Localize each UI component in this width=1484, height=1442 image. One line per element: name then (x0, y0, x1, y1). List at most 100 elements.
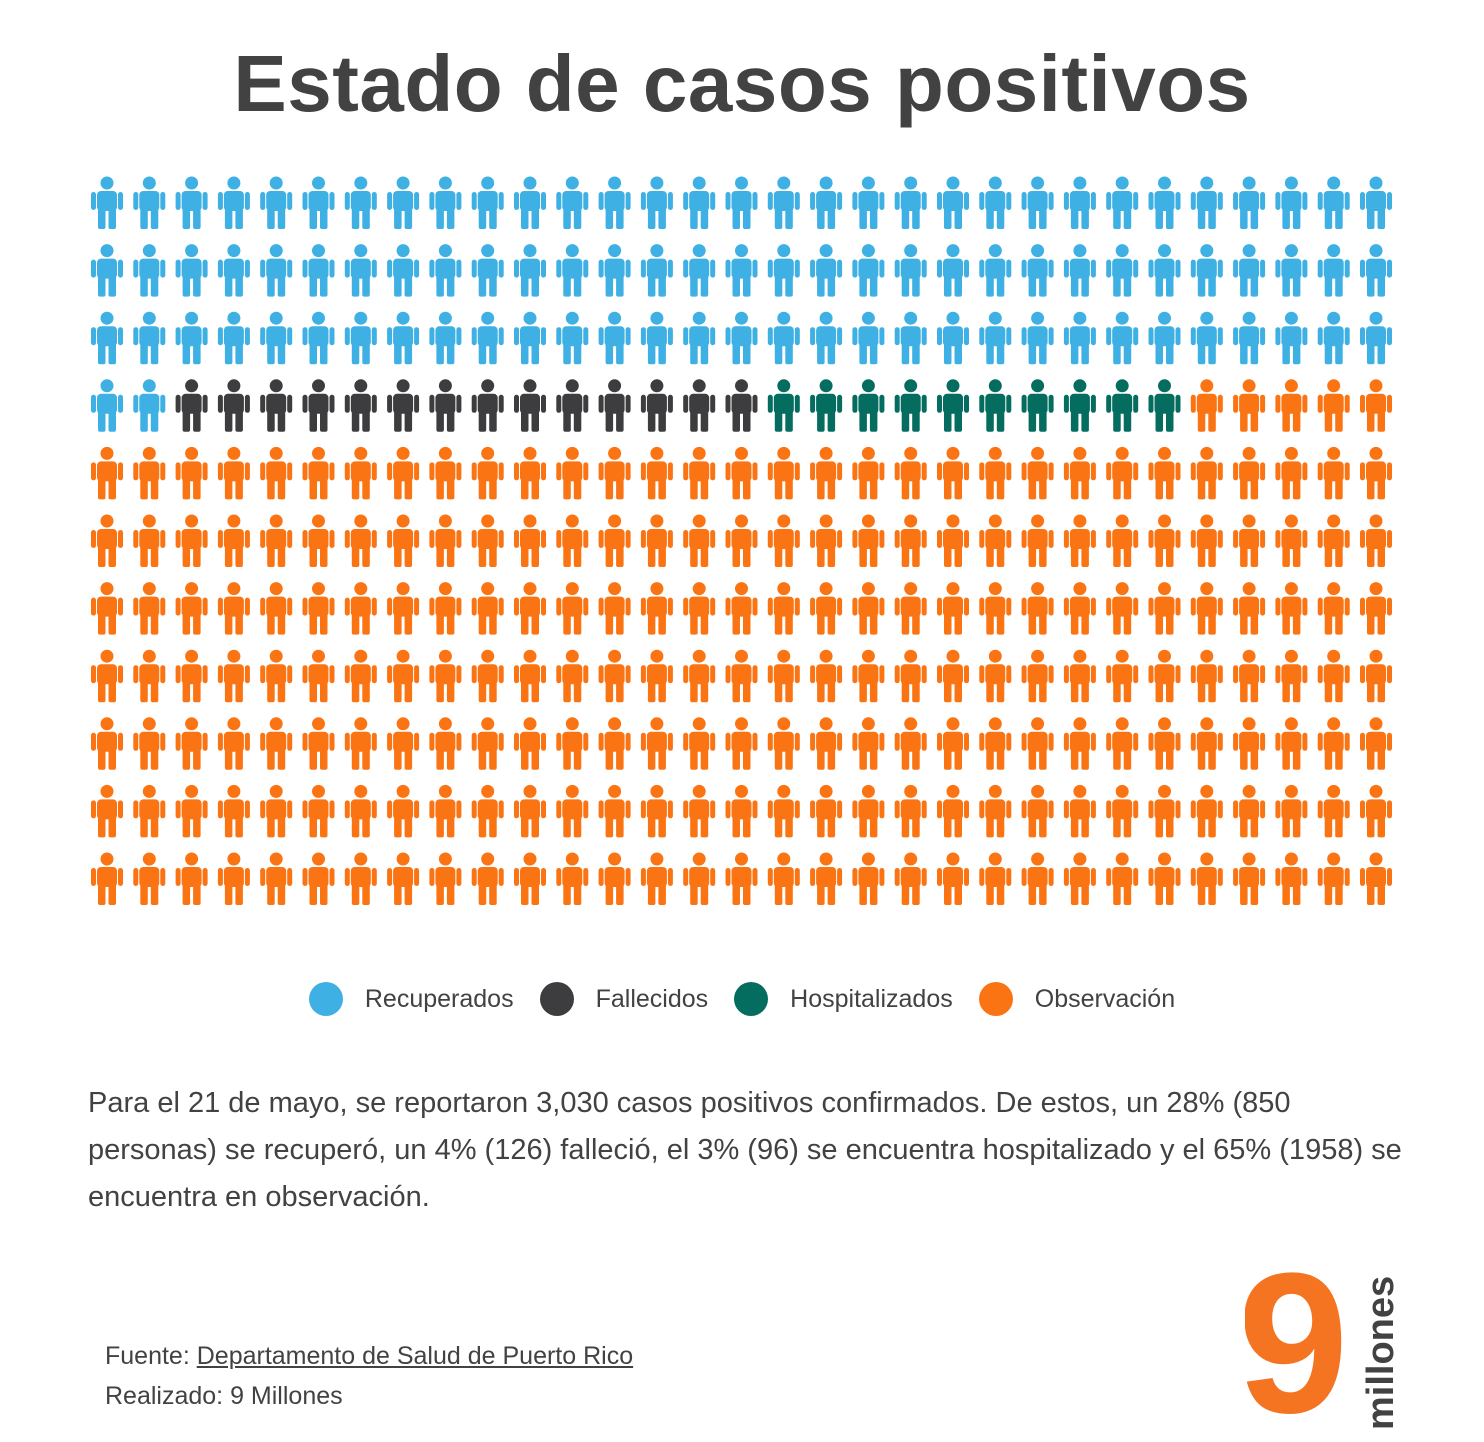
footer: Fuente: Departamento de Salud de Puerto … (105, 1336, 633, 1416)
person-icon-observacion (387, 784, 420, 838)
person-icon-observacion (725, 649, 758, 703)
person-icon-observacion (1317, 379, 1350, 432)
person-icon-observacion (91, 784, 123, 838)
person-icon-observacion (514, 446, 546, 500)
person-icon-recuperados (260, 311, 293, 365)
person-icon-observacion (1275, 446, 1308, 500)
person-icon-recuperados (852, 311, 885, 365)
person-icon-observacion (683, 514, 716, 567)
person-icon-observacion (133, 582, 166, 635)
person-icon-recuperados (640, 176, 673, 229)
person-icon-recuperados (894, 176, 927, 229)
person-icon-hospitalizados (937, 379, 969, 432)
person-icon-observacion (767, 446, 800, 500)
person-icon-recuperados (767, 311, 800, 365)
person-icon-observacion (133, 446, 166, 500)
person-icon-recuperados (979, 244, 1012, 297)
person-icon-recuperados (810, 311, 843, 365)
person-icon-observacion (1190, 649, 1223, 703)
person-icon-recuperados (683, 244, 716, 297)
person-icon-observacion (598, 514, 631, 567)
person-icon-recuperados (91, 379, 123, 432)
person-icon-recuperados (514, 311, 546, 365)
person-icon-observacion (217, 649, 250, 703)
person-icon-observacion (1275, 784, 1308, 838)
person-icon-observacion (1148, 514, 1181, 567)
person-icon-observacion (1317, 446, 1350, 500)
person-icon-observacion (91, 446, 123, 500)
person-icon-recuperados (1233, 244, 1266, 297)
person-icon-observacion (852, 649, 885, 703)
person-icon-observacion (852, 852, 885, 905)
person-icon-observacion (767, 582, 800, 635)
person-icon-recuperados (302, 244, 335, 297)
legend-item-observacion: Observación (978, 982, 1176, 1016)
person-icon-observacion (1360, 784, 1392, 838)
person-icon-observacion (1190, 379, 1223, 432)
source-link[interactable]: Departamento de Salud de Puerto Rico (196, 1342, 634, 1370)
person-icon-fallecidos (387, 379, 420, 432)
person-icon-observacion (429, 446, 462, 500)
person-icon-observacion (260, 784, 293, 838)
person-icon-observacion (1106, 582, 1139, 635)
person-icon-observacion (894, 649, 927, 703)
person-icon-recuperados (1360, 244, 1392, 297)
person-icon-hospitalizados (810, 379, 843, 432)
person-icon-observacion (1148, 582, 1181, 635)
person-icon-observacion (91, 649, 123, 703)
person-icon-recuperados (937, 311, 969, 365)
person-icon-observacion (1275, 582, 1308, 635)
person-icon-observacion (640, 649, 673, 703)
person-icon-observacion (894, 514, 927, 567)
person-icon-observacion (1233, 649, 1266, 703)
person-icon-observacion (302, 717, 335, 770)
person-icon-observacion (387, 582, 420, 635)
person-icon-observacion (514, 514, 546, 567)
person-icon-observacion (937, 649, 969, 703)
legend-label: Observación (1034, 984, 1176, 1013)
person-icon-fallecidos (598, 379, 631, 432)
person-icon-recuperados (217, 311, 250, 365)
person-icon-recuperados (217, 176, 250, 229)
person-icon-recuperados (810, 176, 843, 229)
person-icon-recuperados (598, 311, 631, 365)
person-icon-recuperados (1275, 311, 1308, 365)
person-icon-observacion (133, 514, 166, 567)
person-icon-observacion (1360, 446, 1392, 500)
person-icon-fallecidos (725, 379, 758, 432)
person-icon-recuperados (1106, 311, 1139, 365)
person-icon-observacion (1360, 649, 1392, 703)
person-icon-observacion (810, 717, 843, 770)
person-icon-observacion (1317, 717, 1350, 770)
person-icon-observacion (514, 784, 546, 838)
person-icon-observacion (1275, 649, 1308, 703)
person-icon-observacion (302, 649, 335, 703)
person-icon-observacion (344, 852, 377, 905)
person-icon-observacion (133, 717, 166, 770)
person-icon-observacion (810, 446, 843, 500)
person-icon-observacion (556, 446, 589, 500)
person-icon-observacion (260, 717, 293, 770)
person-icon-observacion (133, 852, 166, 905)
person-icon-observacion (1190, 717, 1223, 770)
person-icon-recuperados (302, 176, 335, 229)
person-icon-observacion (598, 649, 631, 703)
person-icon-recuperados (683, 311, 716, 365)
person-icon-recuperados (1233, 176, 1266, 229)
person-icon-observacion (471, 582, 504, 635)
person-icon-recuperados (344, 244, 377, 297)
person-icon-recuperados (1063, 176, 1096, 229)
person-icon-observacion (725, 582, 758, 635)
person-icon-observacion (852, 784, 885, 838)
person-icon-observacion (217, 784, 250, 838)
person-icon-observacion (217, 514, 250, 567)
person-icon-recuperados (514, 176, 546, 229)
person-icon-observacion (429, 852, 462, 905)
person-icon-observacion (683, 649, 716, 703)
person-icon-fallecidos (640, 379, 673, 432)
person-icon-observacion (1063, 717, 1096, 770)
person-icon-observacion (514, 717, 546, 770)
person-icon-recuperados (1106, 244, 1139, 297)
person-icon-observacion (810, 582, 843, 635)
description-text: Para el 21 de mayo, se reportaron 3,030 … (88, 1087, 1402, 1213)
